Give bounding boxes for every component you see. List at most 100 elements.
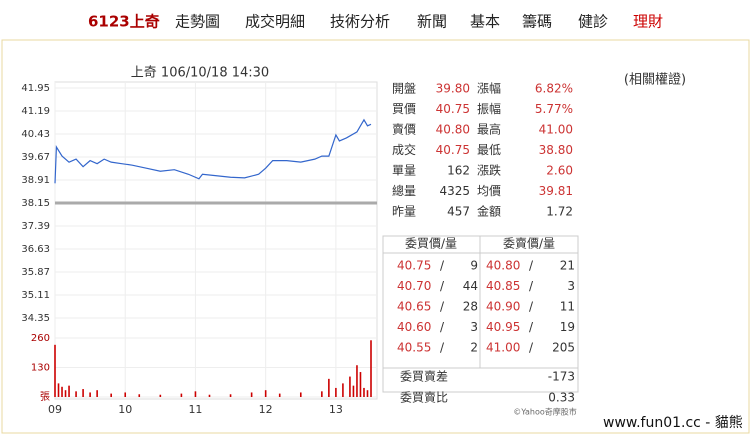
volume-bar (194, 391, 197, 397)
quote-value: 6.82% (535, 82, 573, 96)
y-tick-label: 34.35 (21, 313, 50, 324)
x-tick-label: 11 (188, 403, 202, 416)
y-tick-label: 38.91 (21, 175, 50, 186)
bid-price: 40.70 (397, 279, 431, 293)
y-tick-label: 35.11 (21, 290, 50, 301)
volume-bar (57, 383, 60, 397)
quote-label: 昨量 (392, 205, 416, 219)
quote-label: 單量 (392, 164, 416, 178)
quote-value: 40.75 (436, 102, 470, 116)
chart-title: 上奇 106/10/18 14:30 (131, 65, 269, 81)
ask-price: 40.90 (486, 300, 520, 314)
x-tick-label: 13 (329, 403, 343, 416)
volume-bar (229, 394, 232, 397)
quote-label: 成交 (392, 142, 416, 157)
y-tick-label: 41.95 (21, 83, 50, 94)
quote-value: 40.80 (436, 123, 470, 137)
volume-bar (356, 365, 358, 397)
slash: / (440, 341, 445, 355)
nav-item[interactable]: 籌碼 (522, 13, 552, 31)
volume-bar (366, 390, 369, 397)
y-tick-label: 41.19 (21, 106, 50, 117)
volume-bar (352, 385, 355, 397)
slash: / (440, 259, 445, 273)
ask-price: 40.95 (486, 320, 520, 334)
quote-label: 均價 (477, 184, 501, 198)
diff-label: 委買賣差 (400, 369, 448, 384)
quote-value: 40.75 (436, 143, 470, 157)
volume-tick-label: 張 (40, 391, 50, 403)
quote-value: 457 (447, 205, 470, 219)
y-tick-label: 38.15 (21, 198, 50, 209)
plot-area (54, 81, 378, 400)
volume-bar (180, 393, 183, 397)
ask-price: 40.85 (486, 279, 520, 293)
quote-label: 開盤 (392, 82, 416, 96)
slash: / (529, 279, 534, 293)
nav-item[interactable]: 基本 (470, 13, 500, 31)
warrants-link[interactable]: (相關權證) (624, 72, 686, 88)
quote-label: 漲幅 (477, 81, 501, 96)
bid-price: 40.55 (397, 341, 431, 355)
ask-price: 41.00 (486, 341, 520, 355)
bid-volume: 9 (470, 259, 478, 273)
price-line (54, 118, 372, 184)
volume-tick-label: 130 (31, 363, 50, 374)
footer: www.fun01.cc - 貓熊 (603, 415, 743, 431)
volume-bar (370, 340, 372, 397)
volume-bar (208, 394, 211, 397)
x-tick-label: 09 (48, 403, 62, 416)
volume-tick-label: 260 (31, 333, 50, 344)
nav-item[interactable]: 成交明細 (245, 13, 305, 31)
volume-bar (299, 392, 302, 397)
slash: / (440, 279, 445, 293)
volume-bar (335, 387, 337, 397)
bid-price: 40.75 (397, 259, 431, 273)
volume-bar (124, 392, 127, 397)
nav-item[interactable]: 健診 (578, 13, 608, 31)
slash: / (529, 341, 534, 355)
volume-bar (75, 391, 77, 397)
quote-label: 金額 (477, 204, 501, 219)
volume-bar (89, 392, 91, 397)
ask-volume: 19 (560, 320, 575, 334)
slash: / (529, 259, 534, 273)
volume-bar (359, 372, 362, 397)
volume-bar (138, 394, 141, 397)
quote-value: 2.60 (546, 164, 573, 178)
volume-bar (349, 376, 351, 397)
volume-bar (64, 390, 67, 397)
volume-bar (250, 392, 253, 397)
quote-label: 買價 (392, 102, 416, 116)
nav-item[interactable]: 6123上奇 (88, 13, 160, 31)
volume-bar (82, 389, 84, 397)
y-tick-label: 40.43 (21, 129, 50, 140)
nav-item[interactable]: 理財 (633, 13, 663, 31)
slash: / (529, 320, 534, 334)
quote-label: 漲跌 (477, 163, 501, 178)
quote-value: 39.80 (436, 82, 470, 96)
volume-bar (54, 344, 56, 397)
volume-bar (110, 393, 112, 397)
quote-value: 5.77% (535, 102, 573, 116)
volume-bar (159, 394, 162, 397)
ask-volume: 11 (560, 300, 575, 314)
quote-label: 最低 (477, 143, 501, 157)
diff-value: -173 (548, 370, 575, 384)
quote-label: 最高 (477, 122, 501, 137)
ask-volume: 21 (560, 259, 575, 273)
nav-item[interactable]: 走勢圖 (175, 13, 220, 31)
nav-item[interactable]: 技術分析 (330, 13, 390, 31)
slash: / (440, 320, 445, 334)
nav-item[interactable]: 新聞 (417, 13, 447, 31)
quote-label: 總量 (392, 183, 416, 198)
x-tick-label: 12 (259, 403, 273, 416)
volume-bar (328, 378, 330, 397)
quote-value: 1.72 (546, 205, 573, 219)
quote-value: 41.00 (539, 123, 573, 137)
y-tick-label: 39.67 (21, 152, 50, 163)
y-tick-label: 35.87 (21, 267, 50, 278)
slash: / (440, 300, 445, 314)
